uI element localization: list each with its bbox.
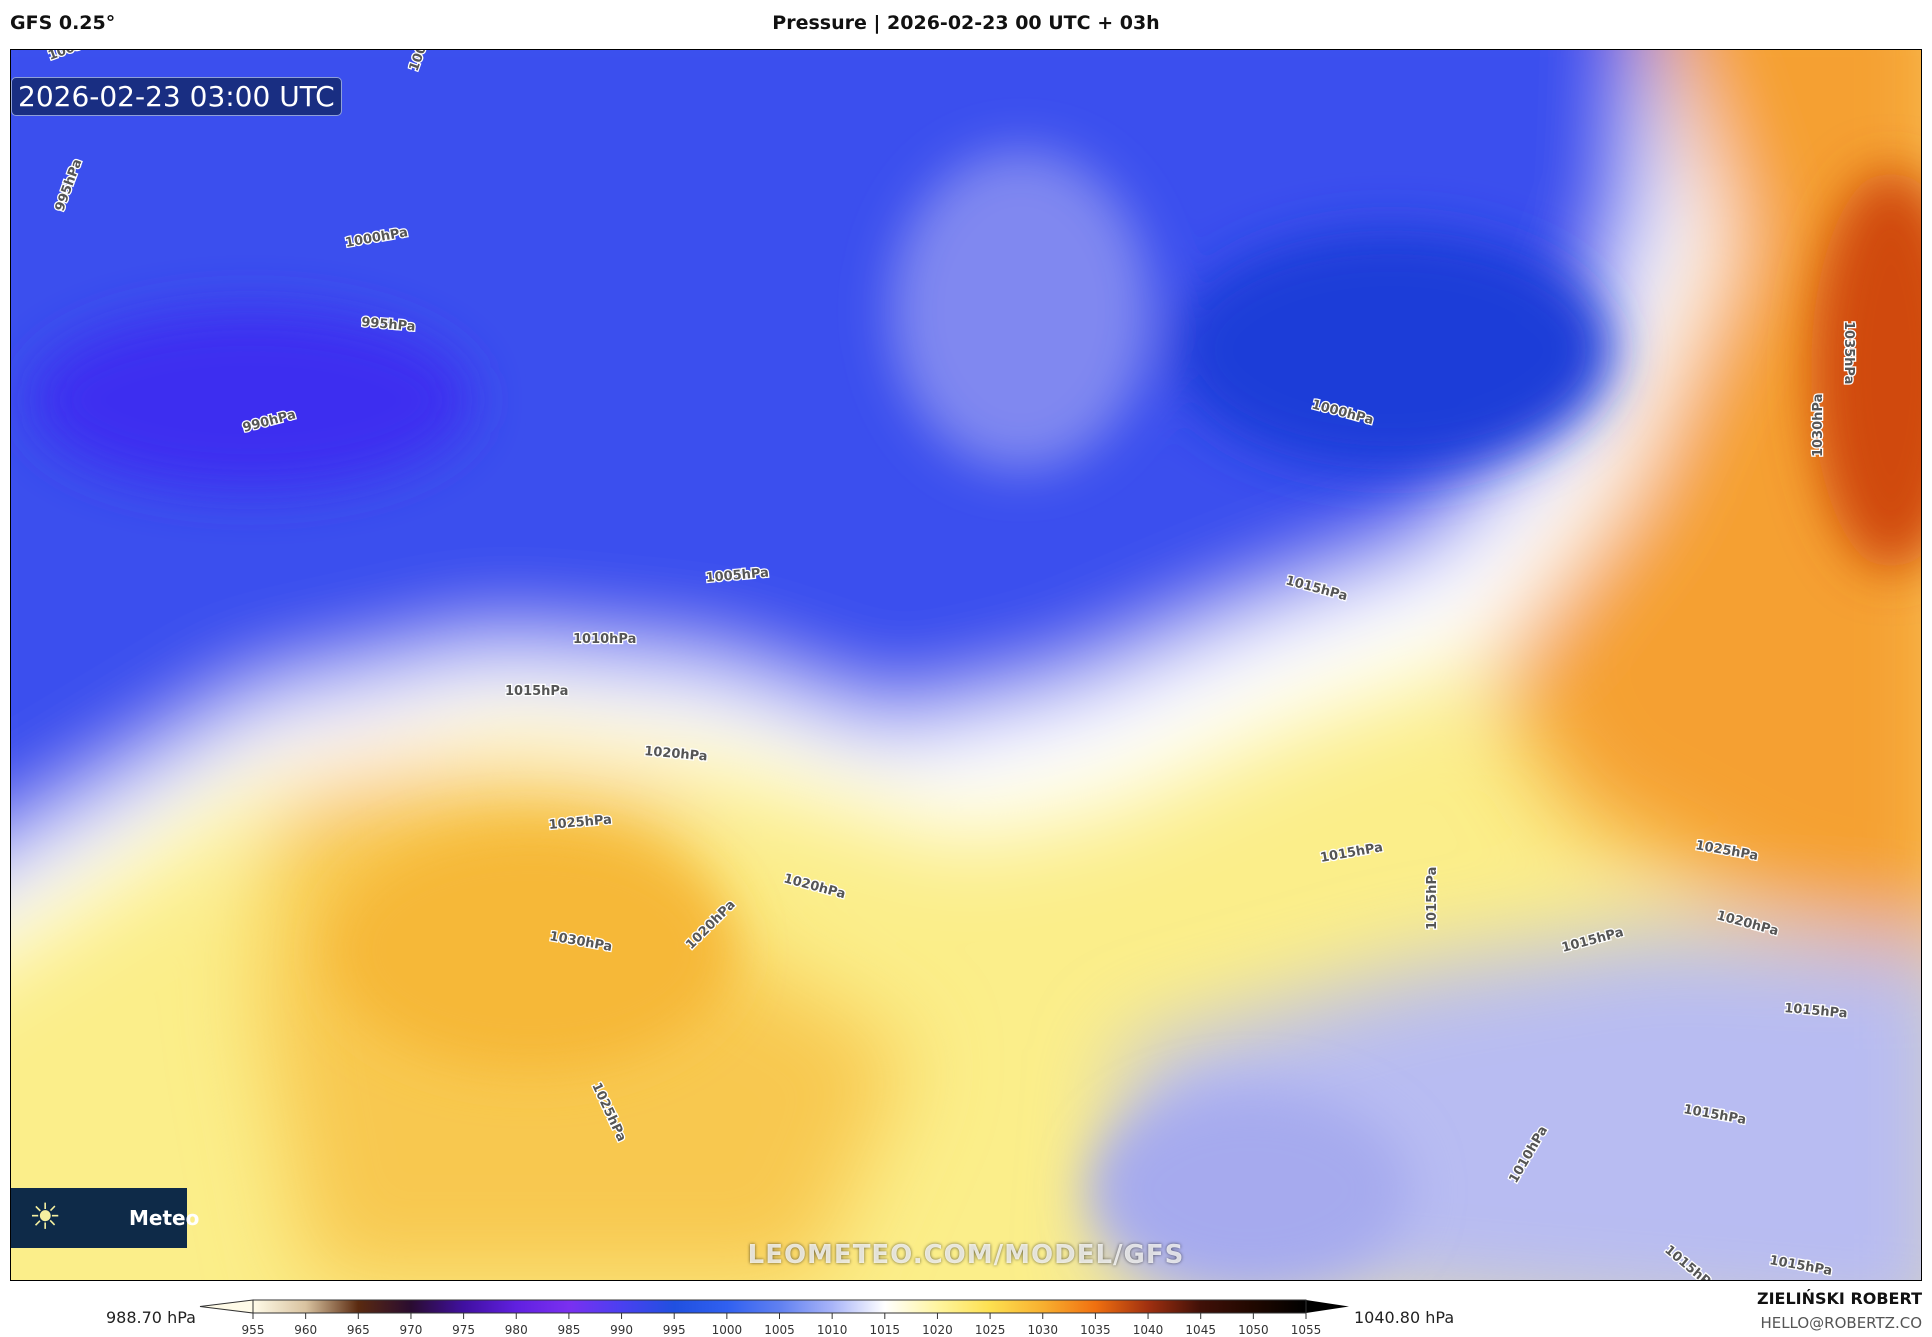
colorbar-tick-label: 1000 bbox=[712, 1323, 743, 1337]
lavender-levant bbox=[1091, 1090, 1411, 1280]
colorbar-tick-label: 955 bbox=[242, 1323, 265, 1337]
very-high-core bbox=[1811, 170, 1921, 570]
colorbar-tick-label: 995 bbox=[663, 1323, 686, 1337]
colorbar-tick-label: 965 bbox=[347, 1323, 370, 1337]
colorbar-tick-label: 1010 bbox=[817, 1323, 848, 1337]
colorbar-tick-label: 1020 bbox=[922, 1323, 953, 1337]
sun-icon: ☀ bbox=[29, 1197, 62, 1238]
colorbar-min-label: 988.70 hPa bbox=[106, 1308, 196, 1327]
colorbar-tick-label: 1005 bbox=[764, 1323, 795, 1337]
high-iberia bbox=[331, 830, 731, 1070]
low-pressure-zone bbox=[11, 50, 1648, 850]
isobar-label: 995hPa bbox=[361, 315, 416, 335]
isobar-label: 1030hPa bbox=[1811, 394, 1826, 457]
colorbar-tick-label: 1050 bbox=[1238, 1323, 1269, 1337]
colorbar-tick-label: 960 bbox=[294, 1323, 317, 1337]
model-name: GFS 0.25° bbox=[10, 12, 116, 34]
colorbar-min-extend bbox=[199, 1299, 254, 1314]
colorbar-max-extend bbox=[1306, 1300, 1349, 1313]
colorbar-tick-label: 1040 bbox=[1133, 1323, 1164, 1337]
isobar-label: 1015hPa bbox=[1425, 867, 1440, 930]
colorbar: 955 960 965 970 975 980 985 990 995 1000 1005 1010 1… bbox=[199, 1299, 1349, 1337]
isobar-label: 1005hPa bbox=[705, 566, 769, 586]
colorbar-tick-label: 1015 bbox=[870, 1323, 901, 1337]
colorbar-max-label: 1040.80 hPa bbox=[1354, 1308, 1455, 1327]
scandinavia-light bbox=[891, 150, 1151, 470]
watermark[interactable]: LEOMETEO.COM/MODEL/GFS bbox=[747, 1240, 1185, 1270]
author-name: ZIELIŃSKI ROBERT bbox=[1756, 1289, 1922, 1308]
colorbar-tick-label: 970 bbox=[399, 1323, 422, 1337]
colorbar-gradient bbox=[252, 1299, 1307, 1314]
valid-time-badge: 2026-02-23 03:00 UTC bbox=[11, 77, 342, 116]
orange-east bbox=[1491, 50, 1921, 942]
colorbar-tick-label: 980 bbox=[505, 1323, 528, 1337]
meteo-logo: ☀ Meteo bbox=[11, 1188, 199, 1248]
isobar-label: 1015hPa bbox=[505, 684, 568, 699]
isobar-label: 1035hPa bbox=[1841, 321, 1856, 384]
colorbar-tick-label: 1045 bbox=[1185, 1323, 1216, 1337]
colorbar-tick-label: 985 bbox=[557, 1323, 580, 1337]
low-baltic-east bbox=[1171, 230, 1611, 470]
isobar-label: 1020hPa bbox=[644, 744, 708, 764]
colorbar-tick-label: 1035 bbox=[1080, 1323, 1111, 1337]
isobar-label: 1010hPa bbox=[573, 632, 636, 647]
colorbar-tick-label: 1055 bbox=[1291, 1323, 1322, 1337]
author-email[interactable]: HELLO@ROBERTZ.CO bbox=[1760, 1314, 1922, 1332]
pressure-map[interactable]: 1005hPa1000hPa995hPa1000hPa995hPa990hPa1… bbox=[10, 49, 1922, 1281]
colorbar-tick-label: 1025 bbox=[975, 1323, 1006, 1337]
colorbar-tick-label: 975 bbox=[452, 1323, 475, 1337]
pressure-field: 1005hPa1000hPa995hPa1000hPa995hPa990hPa1… bbox=[11, 50, 1921, 1280]
colorbar-tick-label: 1030 bbox=[1027, 1323, 1058, 1337]
deep-low-north-atlantic bbox=[31, 310, 471, 490]
isobar-label: 1015hPa bbox=[1784, 1001, 1848, 1021]
isobar-label: 1025hPa bbox=[548, 813, 612, 833]
colorbar-tick-label: 990 bbox=[610, 1323, 633, 1337]
logo-text: Meteo bbox=[129, 1206, 200, 1230]
chart-title: Pressure | 2026-02-23 00 UTC + 03h bbox=[772, 12, 1160, 34]
